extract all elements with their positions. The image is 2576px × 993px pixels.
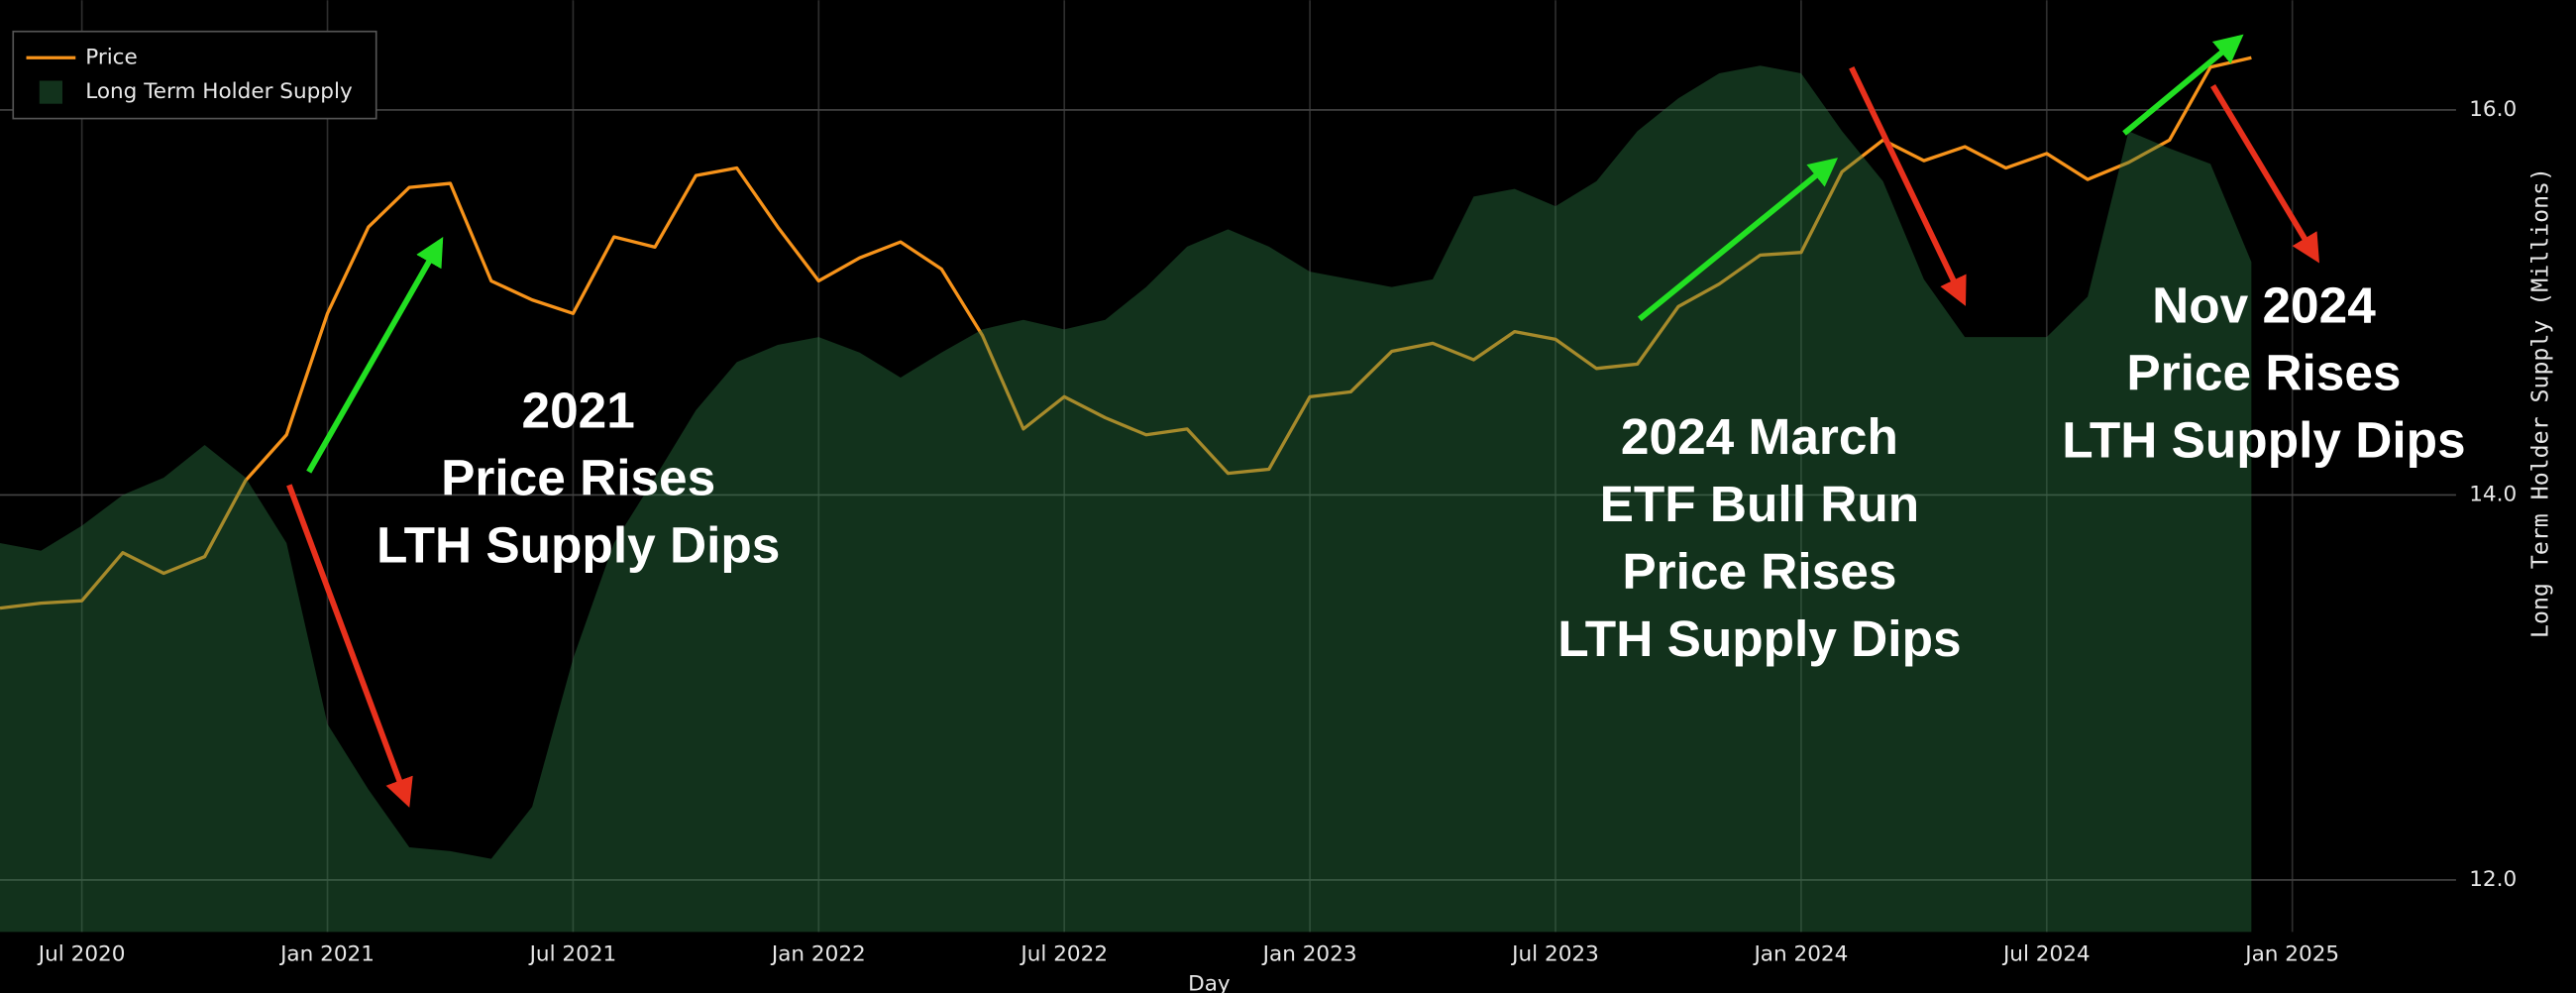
annotation: Price Rises (1622, 542, 1896, 600)
x-tick-label: Jan 2024 (1752, 942, 1848, 967)
grid (0, 0, 2456, 933)
x-tick-label: Jan 2025 (2243, 942, 2339, 967)
annotation: Price Rises (441, 449, 715, 506)
y-tick-label: 12.0 (2469, 867, 2517, 892)
arrow (2210, 83, 2319, 264)
legend: Price Long Term Holder Supply (12, 30, 377, 120)
x-tick-label: Jul 2020 (37, 942, 126, 967)
arrow (1849, 65, 1967, 306)
x-tick-label: Jan 2022 (770, 942, 866, 967)
x-tick-label: Jul 2023 (1510, 942, 1599, 967)
x-tick-label: Jan 2021 (278, 942, 375, 967)
arrow (2122, 34, 2244, 136)
arrow (286, 484, 413, 808)
x-tick-label: Jul 2024 (2001, 942, 2091, 967)
annotation: 2021 (522, 382, 635, 439)
x-tick-label: Jul 2021 (528, 942, 617, 967)
x-tick-label: Jul 2022 (1019, 942, 1108, 967)
annotation: LTH Supply Dips (2062, 411, 2465, 469)
annotation: LTH Supply Dips (1557, 609, 1961, 667)
annotation: Nov 2024 (2152, 276, 2376, 334)
y-tick-label: 16.0 (2469, 97, 2517, 122)
annotations: 2021 Price Rises LTH Supply Dips 2024 March… (376, 276, 2466, 668)
arrow (1638, 158, 1839, 322)
annotation: ETF Bull Run (1600, 475, 1920, 532)
arrow (306, 236, 444, 474)
x-axis-title: Day (1188, 971, 1231, 993)
line (0, 55, 2252, 610)
x-tick-label: Jan 2023 (1261, 942, 1357, 967)
legend-box (12, 30, 377, 120)
arrows (286, 34, 2319, 808)
annotation: 2024 March (1621, 407, 1898, 465)
y-axis-title: Long Term Holder Supply (Millions) (2527, 167, 2554, 638)
legend-label: Price (85, 45, 138, 69)
annotation: LTH Supply Dips (376, 516, 780, 574)
annotation: Price Rises (2126, 344, 2401, 401)
legend-label: Long Term Holder Supply (85, 79, 353, 104)
y-tick-label: 14.0 (2469, 482, 2517, 506)
legend-swatch (39, 80, 63, 104)
